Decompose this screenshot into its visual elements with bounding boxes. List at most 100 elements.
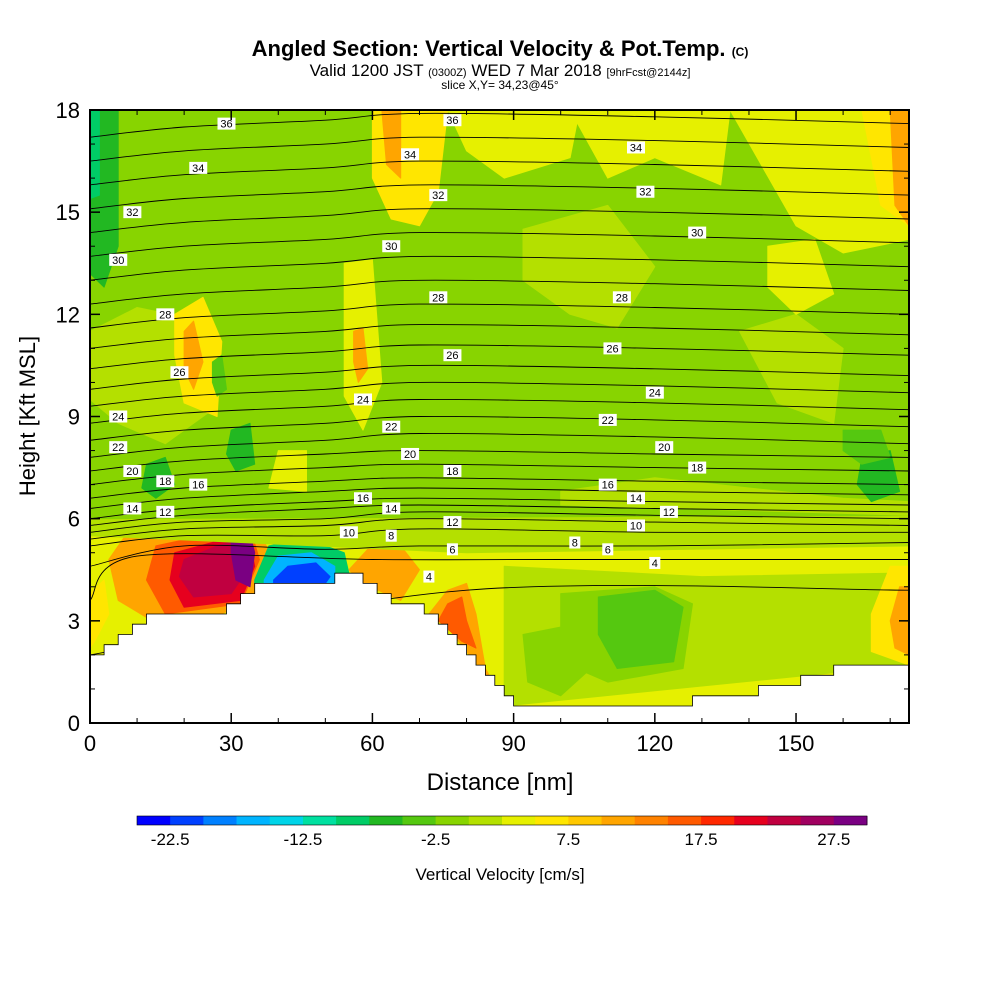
theta-label-bg <box>189 478 208 491</box>
isentrope-19 <box>90 303 909 329</box>
theta-label-text: 4 <box>652 558 658 570</box>
colorbar-swatch <box>468 816 503 825</box>
theta-label-bg <box>443 349 462 362</box>
theta-label-text: 18 <box>159 476 171 488</box>
theta-label-bg <box>627 519 645 532</box>
colorbar-tick-label: -12.5 <box>284 830 323 849</box>
velocity-region-8 <box>178 538 246 598</box>
theta-label-text: 20 <box>404 449 416 461</box>
theta-label-bg <box>602 543 614 556</box>
theta-label-text: 6 <box>449 544 455 556</box>
colorbar-swatch <box>634 816 669 825</box>
theta-label-text: 22 <box>602 415 614 427</box>
x-tick-label: 60 <box>360 731 384 756</box>
isentrope-18 <box>90 324 909 349</box>
theta-label-bg <box>354 393 372 406</box>
theta-label-bg <box>382 420 401 433</box>
theta-label-text: 34 <box>192 163 204 175</box>
theta-label-bg <box>612 291 631 304</box>
theta-label-bg <box>382 502 401 515</box>
theta-label-bg <box>603 342 622 355</box>
theta-label-bg <box>123 502 142 515</box>
velocity-region-32 <box>569 110 731 186</box>
theta-label: 24 <box>109 410 128 424</box>
theta-label-bg <box>443 464 462 477</box>
velocity-fill-layer <box>90 110 909 723</box>
y-tick-label: 6 <box>68 507 80 532</box>
theta-label-bg <box>627 141 645 154</box>
theta-label: 10 <box>627 519 645 532</box>
theta-label-text: 10 <box>343 527 355 539</box>
y-tick-label: 12 <box>56 302 80 327</box>
theta-label-bg <box>156 308 175 321</box>
theta-label-bg <box>385 529 397 542</box>
theta-label: 24 <box>645 386 664 400</box>
theta-label: 16 <box>189 478 208 492</box>
theta-label: 28 <box>612 291 631 304</box>
velocity-region-17 <box>90 579 110 649</box>
theta-label-text: 12 <box>663 507 675 519</box>
theta-label: 8 <box>385 529 397 543</box>
colorbar-label: Vertical Velocity [cm/s] <box>415 865 584 884</box>
y-tick-label: 9 <box>68 405 80 430</box>
velocity-region-45 <box>842 429 891 465</box>
theta-label-text: 34 <box>404 149 416 161</box>
isentrope-3 <box>90 528 909 547</box>
isentrope-1 <box>90 553 909 601</box>
theta-label: 12 <box>443 516 462 529</box>
theta-label-text: 10 <box>630 520 642 532</box>
theta-label-text: 12 <box>159 507 171 519</box>
theta-label-text: 28 <box>432 292 444 304</box>
isentrope-11 <box>90 450 909 472</box>
theta-label-text: 36 <box>220 119 232 131</box>
x-tick-label: 150 <box>778 731 815 756</box>
theta-label-bg <box>123 464 142 477</box>
isentrope-4 <box>90 518 909 540</box>
isentrope-20 <box>90 279 909 305</box>
theta-label: 14 <box>627 492 645 505</box>
theta-label: 22 <box>109 441 128 454</box>
colorbar-swatch <box>502 816 536 825</box>
theta-label-bg <box>645 386 664 399</box>
velocity-region-16 <box>437 596 477 649</box>
theta-label: 32 <box>123 206 142 219</box>
velocity-region-30 <box>381 110 402 179</box>
colorbar-tick-label: -2.5 <box>421 830 450 849</box>
theta-label-bg <box>598 478 617 491</box>
theta-label-text: 20 <box>658 442 670 454</box>
colorbar-swatch <box>800 816 835 825</box>
theta-label-text: 32 <box>639 187 651 199</box>
isentrope-9 <box>90 477 909 499</box>
isentrope-26 <box>90 136 909 162</box>
velocity-region-35 <box>889 110 909 227</box>
theta-label: 34 <box>189 161 208 175</box>
isentrope-10 <box>90 463 909 486</box>
theta-label: 6 <box>446 543 458 556</box>
isentrope-15 <box>90 381 909 407</box>
y-tick-label: 18 <box>56 98 80 123</box>
theta-label: 20 <box>401 447 420 461</box>
colorbar-swatch <box>402 816 437 825</box>
theta-label-bg <box>189 161 208 174</box>
theta-label-text: 24 <box>357 394 369 406</box>
theta-label-bg <box>401 447 420 460</box>
isentrope-12 <box>90 432 909 458</box>
theta-label-bg <box>659 505 678 518</box>
theta-label-bg <box>649 556 661 569</box>
theta-label-bg <box>655 441 674 454</box>
colorbar-swatch <box>435 816 470 825</box>
theta-label-text: 12 <box>446 517 458 529</box>
theta-label-text: 26 <box>173 367 185 379</box>
isentrope-23 <box>90 208 909 234</box>
colorbar-tick-label: 7.5 <box>557 830 581 849</box>
theta-label-bg <box>636 185 655 198</box>
theta-label-bg <box>429 189 448 202</box>
theta-label: 16 <box>354 492 372 505</box>
velocity-region-33 <box>729 110 909 254</box>
theta-label-bg <box>688 461 707 474</box>
theta-label-text: 30 <box>112 255 124 267</box>
theta-label-text: 32 <box>126 207 138 219</box>
isentrope-21 <box>90 255 909 281</box>
theta-label: 16 <box>598 478 617 492</box>
theta-label: 34 <box>401 148 420 161</box>
